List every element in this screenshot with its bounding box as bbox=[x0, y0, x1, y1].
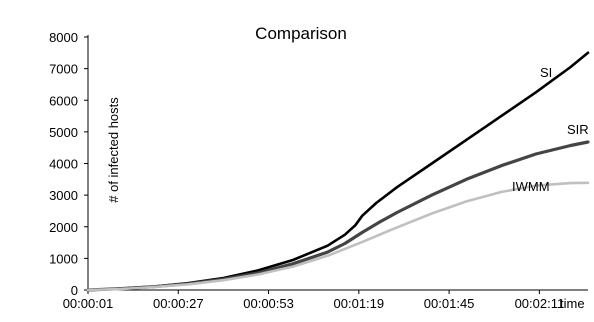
series-line-iwmm bbox=[86, 181, 590, 292]
axes: 0 1000 2000 3000 4000 5000 6000 7000 8000 00:00:0… bbox=[49, 30, 588, 311]
series-label-sir: SIR bbox=[567, 122, 589, 137]
x-tick-label: 00:00:01 bbox=[63, 296, 114, 311]
x-axis-title: time bbox=[560, 296, 585, 311]
x-tick-label: 00:01:45 bbox=[424, 296, 475, 311]
y-tick-label: 8000 bbox=[49, 30, 78, 45]
y-tick-label: 0 bbox=[71, 283, 78, 298]
x-tick-label: 00:00:53 bbox=[243, 296, 294, 311]
y-tick-label: 6000 bbox=[49, 93, 78, 108]
series-label-si: SI bbox=[540, 65, 552, 80]
y-tick-label: 4000 bbox=[49, 157, 78, 172]
series-label-iwmm: IWMM bbox=[512, 179, 550, 194]
y-axis-title: # of infected hosts bbox=[106, 97, 121, 203]
series-line-sir bbox=[86, 140, 590, 292]
y-tick-label: 2000 bbox=[49, 220, 78, 235]
chart-title: Comparison bbox=[255, 24, 347, 43]
series-group bbox=[86, 51, 590, 292]
y-tick-label: 7000 bbox=[49, 62, 78, 77]
x-tick-label: 00:01:19 bbox=[334, 296, 385, 311]
x-tick-label: 00:00:27 bbox=[153, 296, 204, 311]
y-tick-label: 3000 bbox=[49, 188, 78, 203]
x-tick-label: 00:02:11 bbox=[515, 296, 565, 311]
series-line-si bbox=[86, 51, 590, 292]
y-tick-label: 5000 bbox=[49, 125, 78, 140]
series-labels: SI SIR IWMM bbox=[512, 65, 589, 194]
y-tick-label: 1000 bbox=[49, 251, 78, 266]
